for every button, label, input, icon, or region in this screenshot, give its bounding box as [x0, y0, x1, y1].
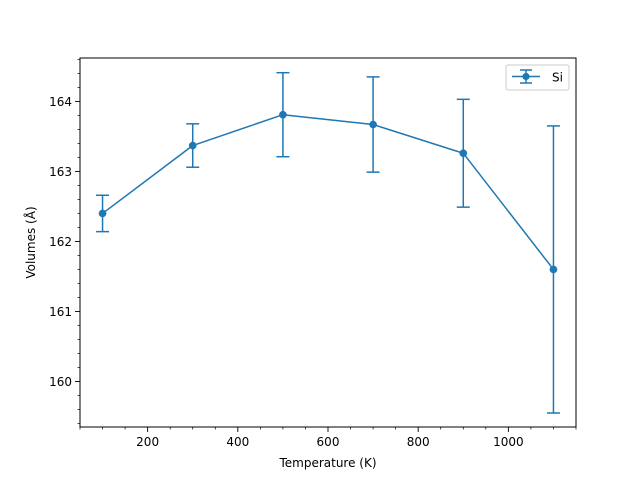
y-tick-label: 162	[49, 235, 72, 249]
x-tick-label: 600	[317, 435, 340, 449]
legend-swatch	[512, 69, 540, 84]
ticks-layer: 200 400 600 800 1000 160 161 162 163 164	[49, 59, 577, 449]
axes-layer	[79, 57, 577, 428]
x-tick-label: 800	[407, 435, 430, 449]
legend-label-si: Si	[552, 71, 563, 85]
data-point	[549, 265, 558, 274]
y-tick-label: 160	[49, 375, 72, 389]
y-tick-label: 163	[49, 165, 72, 179]
series-line-si	[102, 113, 555, 270]
x-tick-label: 1000	[493, 435, 524, 449]
legend-swatch-marker	[522, 72, 530, 81]
x-tick-label: 400	[226, 435, 249, 449]
y-axis-label: Volumes (Å)	[23, 206, 38, 278]
legend: Si	[505, 64, 570, 91]
data-point	[98, 209, 107, 218]
y-tick-label: 164	[49, 95, 72, 109]
y-tick-label: 161	[49, 305, 72, 319]
x-tick-label: 200	[136, 435, 159, 449]
x-axis-label: Temperature (K)	[278, 456, 376, 470]
data-point	[188, 141, 197, 150]
data-point	[459, 149, 468, 158]
data-point	[369, 120, 377, 129]
plot-frame	[79, 57, 577, 428]
marks-layer	[96, 71, 560, 414]
data-point	[279, 110, 287, 119]
